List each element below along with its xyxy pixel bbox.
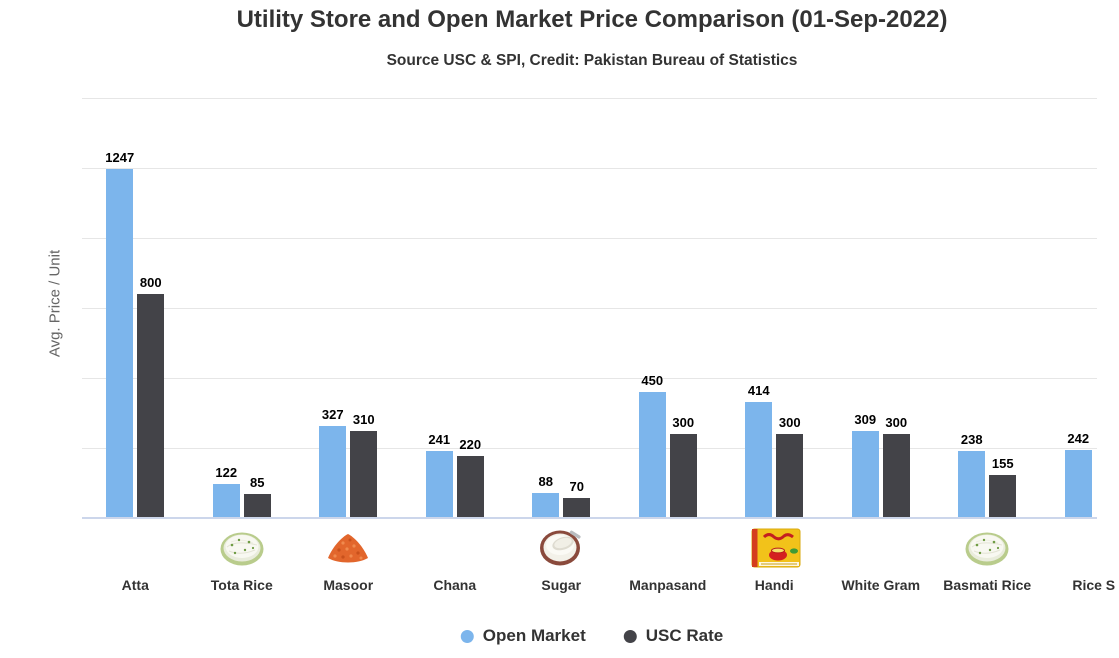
value-label-usc-rate-basmati-rice: 155 [991, 455, 1014, 471]
category-label-sugar: Sugar [541, 577, 582, 593]
legend-label-usc-rate: USC Rate [645, 626, 724, 645]
plot-area: 1247 800 122 85 327 310 241 220 88 70 450 300 414 300… [82, 98, 1097, 518]
handi-icon [751, 527, 801, 568]
category-label-manpasand: Manpasand [629, 577, 707, 593]
open-market-legend-marker-icon [460, 629, 474, 643]
legend: Open Market USC Rate [460, 626, 724, 646]
value-label-open-market-atta: 1247 [105, 149, 135, 165]
bar-open-market-white-gram[interactable] [851, 431, 879, 518]
value-label-open-market-chana: 241 [428, 431, 451, 447]
x-axis-line [82, 517, 1097, 519]
category-label-atta: Atta [121, 577, 149, 593]
value-label-usc-rate-chana: 220 [459, 437, 482, 453]
legend-item-usc-rate[interactable]: USC Rate [623, 626, 724, 646]
masoor-icon [325, 527, 371, 567]
category-label-masoor: Masoor [323, 577, 374, 593]
bar-open-market-handi[interactable] [745, 402, 773, 518]
value-label-open-market-tota-rice: 122 [215, 464, 238, 480]
bar-usc-rate-masoor[interactable] [350, 431, 378, 518]
tota-rice-icon [219, 527, 265, 567]
gridline-750 [82, 308, 1097, 309]
gridline-1500 [82, 98, 1097, 99]
bar-open-market-tota-rice[interactable] [212, 483, 240, 518]
category-label-tota-rice: Tota Rice [210, 577, 273, 593]
value-label-usc-rate-tota-rice: 85 [250, 475, 265, 491]
bar-usc-rate-sugar[interactable] [563, 498, 591, 518]
value-label-usc-rate-sugar: 70 [569, 479, 584, 495]
category-label-white-gram: White Gram [841, 577, 921, 593]
bar-usc-rate-tota-rice[interactable] [243, 494, 271, 518]
legend-item-open-market[interactable]: Open Market [460, 626, 586, 646]
y-axis-title: Avg. Price / Unit [46, 249, 64, 358]
bar-usc-rate-white-gram[interactable] [882, 434, 910, 518]
legend-label-open-market: Open Market [482, 626, 586, 645]
bar-open-market-masoor[interactable] [319, 426, 347, 518]
bar-usc-rate-basmati-rice[interactable] [989, 474, 1017, 518]
value-label-usc-rate-masoor: 310 [352, 412, 375, 428]
basmati-rice-icon [964, 527, 1010, 567]
bar-open-market-chana[interactable] [425, 450, 453, 518]
value-label-open-market-masoor: 327 [321, 407, 344, 423]
category-label-rice-s: Rice S [1072, 577, 1116, 593]
gridline-500 [82, 378, 1097, 379]
bar-open-market-basmati-rice[interactable] [958, 451, 986, 518]
chart-title: Utility Store and Open Market Price Comp… [236, 6, 948, 33]
category-label-handi: Handi [754, 577, 794, 593]
bar-open-market-rice-s[interactable] [1064, 450, 1092, 518]
bar-open-market-atta[interactable] [106, 168, 134, 518]
gridline-1000 [82, 238, 1097, 239]
bar-usc-rate-chana[interactable] [456, 456, 484, 518]
value-label-open-market-white-gram: 309 [854, 412, 877, 428]
value-label-usc-rate-handi: 300 [778, 415, 801, 430]
value-label-open-market-sugar: 88 [538, 474, 553, 490]
value-label-open-market-basmati-rice: 238 [960, 432, 983, 448]
bar-open-market-sugar[interactable] [532, 493, 560, 518]
value-label-open-market-manpasand: 450 [641, 373, 664, 388]
bar-open-market-manpasand[interactable] [638, 392, 666, 518]
gridline-1250 [82, 168, 1097, 169]
sugar-icon [538, 527, 584, 567]
bar-usc-rate-manpasand[interactable] [669, 434, 697, 518]
value-label-usc-rate-white-gram: 300 [885, 415, 908, 430]
gridline-250 [82, 448, 1097, 449]
category-label-basmati-rice: Basmati Rice [943, 577, 1032, 593]
value-label-usc-rate-manpasand: 300 [672, 415, 695, 430]
value-label-usc-rate-atta: 800 [139, 275, 162, 290]
usc-rate-legend-marker-icon [623, 629, 637, 643]
category-label-chana: Chana [433, 577, 477, 593]
bar-usc-rate-handi[interactable] [776, 434, 804, 518]
value-label-open-market-handi: 414 [747, 383, 770, 399]
bar-usc-rate-atta[interactable] [137, 294, 165, 518]
value-label-open-market-rice-s: 242 [1067, 431, 1090, 447]
chart-subtitle: Source USC & SPI, Credit: Pakistan Burea… [386, 52, 798, 69]
